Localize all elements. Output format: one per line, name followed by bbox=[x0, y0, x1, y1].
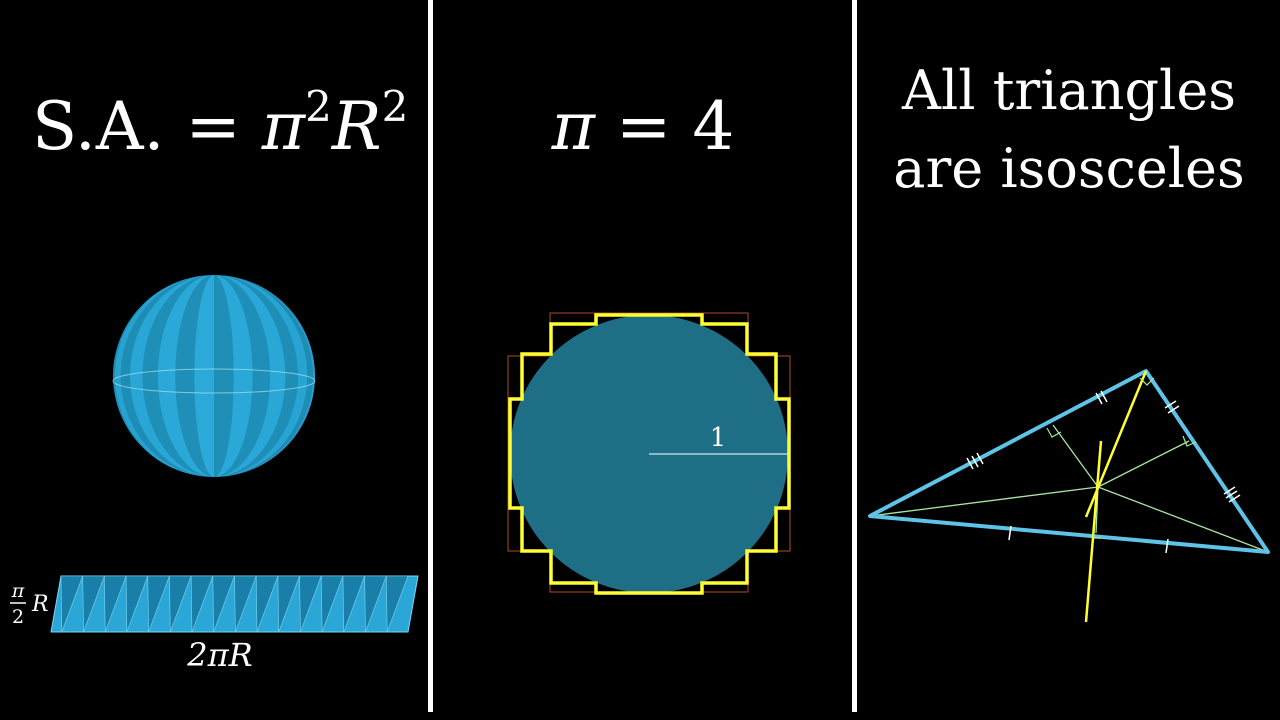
sphere-stripe bbox=[214, 275, 253, 477]
strip-triangle bbox=[104, 575, 127, 633]
strip-triangle bbox=[82, 575, 105, 633]
sphere-stripe bbox=[214, 275, 271, 477]
construction-lines bbox=[869, 424, 1269, 553]
sphere-stripe bbox=[214, 275, 234, 477]
strip-triangle bbox=[60, 575, 84, 633]
formula-lhs: S.A. bbox=[32, 88, 165, 165]
sphere-stripe bbox=[175, 275, 214, 477]
panel-divider-right bbox=[852, 0, 857, 712]
triangle bbox=[868, 369, 1270, 554]
sphere-stripes bbox=[113, 275, 315, 477]
height-label-denominator: 2 bbox=[12, 606, 24, 628]
triangle-diagram bbox=[868, 369, 1270, 623]
strip-triangle bbox=[320, 575, 344, 633]
sphere-equator bbox=[112, 368, 316, 394]
formula-pi: π bbox=[261, 88, 306, 165]
formula-r: R bbox=[331, 88, 382, 165]
strip-width-label: 2πR bbox=[186, 636, 252, 674]
strip-triangle bbox=[386, 575, 409, 633]
isosceles-statement: All triangles are isosceles bbox=[858, 52, 1280, 208]
pi-formula: π = 4 bbox=[434, 82, 852, 172]
strip-triangle bbox=[299, 575, 322, 633]
height-label-numerator: π bbox=[11, 580, 25, 602]
right-angle-marks bbox=[1046, 377, 1197, 539]
pi-equals: = bbox=[616, 88, 672, 165]
strip-triangle bbox=[234, 575, 257, 633]
pi-symbol: π bbox=[551, 88, 596, 165]
strip-triangle bbox=[125, 575, 149, 633]
sphere-diagram: π 2 R 2πR bbox=[10, 275, 419, 674]
sphere-stripe bbox=[142, 275, 214, 477]
strip-height-label: π 2 R bbox=[10, 580, 49, 628]
surface-area-formula: S.A. = π2R2 bbox=[32, 82, 408, 172]
panel-sphere-surface-area: S.A. = π2R2 π 2 R 2πR bbox=[0, 0, 428, 720]
circle-staircase-diagram: 1 bbox=[507, 312, 791, 595]
congruence-tick-marks bbox=[966, 390, 1241, 554]
statement-line-1: All triangles bbox=[902, 59, 1236, 122]
sphere-stripe bbox=[194, 275, 215, 477]
strip-triangle bbox=[169, 575, 192, 633]
panel-isosceles-fallacy: All triangles are isosceles bbox=[858, 0, 1280, 720]
angle-bisector bbox=[1084, 370, 1148, 518]
panel-pi-equals-four: π = 4 1 bbox=[434, 0, 852, 720]
formula-r-exponent: 2 bbox=[381, 82, 409, 131]
sphere-stripe bbox=[214, 275, 286, 477]
pi-value: 4 bbox=[692, 88, 735, 165]
strip-triangle bbox=[212, 575, 235, 633]
strip-triangle bbox=[364, 575, 387, 633]
radius-label: 1 bbox=[710, 423, 727, 453]
strip-triangle bbox=[342, 575, 366, 633]
outer-thin-staircase bbox=[507, 312, 791, 593]
strip-triangle bbox=[255, 575, 279, 633]
statement-line-2: are isosceles bbox=[893, 137, 1245, 200]
yellow-staircase bbox=[508, 313, 791, 595]
strip-triangle bbox=[277, 575, 300, 633]
height-label-variable: R bbox=[31, 592, 49, 617]
formula-equals: = bbox=[185, 88, 241, 165]
formula-pi-exponent: 2 bbox=[305, 82, 332, 131]
unrolled-strip bbox=[50, 575, 419, 633]
sphere-stripe bbox=[130, 275, 214, 477]
strip-triangle bbox=[147, 575, 170, 633]
sphere-stripe bbox=[157, 275, 214, 477]
sphere-stripe bbox=[214, 275, 298, 477]
strip-triangle bbox=[190, 575, 214, 633]
panel-divider-left bbox=[428, 0, 433, 712]
